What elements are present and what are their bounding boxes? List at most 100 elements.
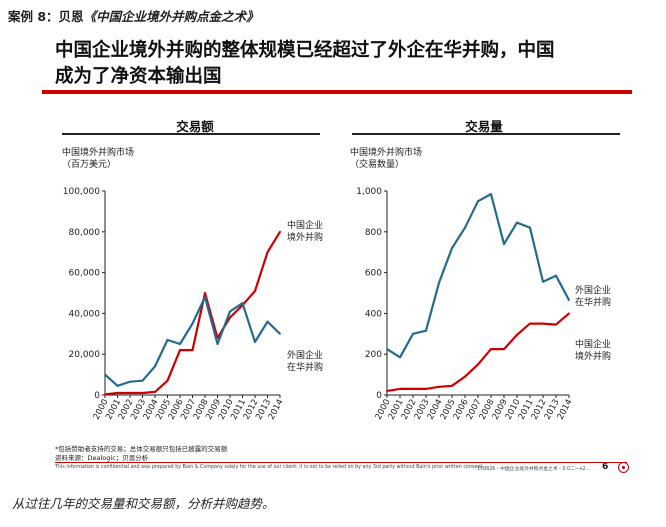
panel-rule-volume: [352, 133, 620, 135]
series-line-0: [386, 193, 570, 359]
series-1-point: [129, 380, 131, 383]
value-axis-title-line-2: （百万美元）: [62, 160, 117, 170]
series-label-line-1: 中国企业: [575, 338, 611, 350]
series-1-point: [154, 365, 156, 368]
y-tick-label: 40,000: [69, 309, 101, 319]
series-1-point: [555, 323, 557, 326]
series-0-point: [279, 230, 281, 233]
series-label-line-1: 中国企业: [287, 219, 323, 231]
series-label-line-2: 境外并购: [575, 350, 611, 362]
y-tick-label: 0: [94, 391, 100, 401]
image-caption: 从过往几年的交易量和交易额，分析并购趋势。: [12, 496, 275, 511]
series-1-point: [386, 390, 388, 392]
series-0-point: [386, 348, 388, 350]
series-1-point: [191, 322, 194, 325]
series-1-point: [399, 387, 401, 390]
series-1-point: [141, 379, 144, 382]
volume-axis-title-line-1: 中国境外并购市场: [350, 148, 423, 158]
panel-title-value: 交易额: [176, 119, 214, 134]
y-tick-label: 1,000: [356, 187, 382, 197]
confidentiality-notice: This information is confidential and was…: [55, 465, 484, 470]
series-0-point: [503, 243, 505, 245]
y-tick-label: 20,000: [69, 350, 101, 360]
y-tick-label: 800: [365, 228, 382, 238]
series-0-point: [166, 379, 169, 382]
series-1-point: [266, 320, 269, 323]
header-divider: [42, 90, 632, 94]
value-axis-title: 中国境外并购市场 （百万美元）: [62, 147, 134, 171]
y-tick-label: 200: [365, 350, 382, 360]
series-0-point: [555, 274, 557, 277]
series-line-0: [104, 231, 281, 396]
footer-divider: [55, 462, 627, 463]
y-tick-label: 60,000: [69, 269, 101, 279]
bain-logo-icon: [618, 462, 629, 473]
value-axis-title-line-1: 中国境外并购市场: [62, 148, 135, 158]
panel-rule-value: [62, 133, 320, 135]
volume-axis-title: 中国境外并购市场 （交易数量）: [350, 147, 422, 171]
series-0-point: [266, 251, 269, 254]
series-0-point: [529, 226, 531, 229]
page-number: 6: [602, 462, 609, 472]
series-0-point: [425, 329, 427, 332]
series-1-point: [204, 296, 206, 298]
slide-code: 150826 - 中国企业境外并购点金之术 - 0.0二一v2…: [477, 467, 591, 472]
series-1-point: [516, 333, 518, 336]
series-0-point: [451, 247, 453, 250]
series-1-point: [104, 373, 106, 376]
series-1-point: [254, 341, 256, 343]
series-label-line-2: 在华并购: [575, 296, 611, 308]
series-0-point: [477, 200, 479, 203]
series-0-point: [254, 290, 256, 292]
series-1-point: [438, 385, 440, 388]
series-1-point: [477, 363, 479, 366]
y-tick-label: 0: [376, 391, 382, 401]
series-0-point: [516, 221, 518, 224]
series-1-point: [166, 339, 169, 341]
series-0-point: [104, 393, 106, 396]
series-0-point: [229, 316, 231, 319]
series-0-point: [490, 193, 492, 195]
series-1-point: [451, 384, 453, 387]
series-1-point: [503, 348, 505, 350]
series-0-point: [438, 281, 440, 284]
slide-headline: 中国企业境外并购的整体规模已经超过了外企在华并购，中国 成为了净资本输出国: [55, 38, 615, 90]
chart-deal-volume: 02004006008001,0002000200120022003200420…: [356, 187, 611, 422]
series-label-line-2: 境外并购: [287, 231, 323, 243]
slide: 中国企业境外并购的整体规模已经超过了外企在华并购，中国 成为了净资本输出国 交易…: [37, 30, 640, 485]
series-label-line-1: 外国企业: [287, 349, 323, 361]
series-0-point: [412, 332, 414, 335]
series-0-point: [116, 392, 119, 394]
series-0-point: [191, 349, 194, 352]
series-label-line-2: 在华并购: [287, 361, 323, 373]
y-tick-label: 600: [365, 269, 382, 279]
volume-axis-title-line-2: （交易数量）: [350, 160, 405, 170]
headline-line-1: 中国企业境外并购的整体规模已经超过了外企在华并购，中国: [55, 40, 555, 61]
series-1-point: [216, 343, 219, 345]
y-tick-label: 400: [365, 309, 382, 319]
series-1-point: [568, 312, 570, 315]
series-line-1: [104, 295, 281, 387]
series-0-point: [568, 299, 570, 302]
series-label-line-1: 外国企业: [575, 284, 611, 296]
series-line-1: [386, 312, 570, 392]
series-0-point: [204, 292, 206, 294]
series-1-point: [412, 387, 414, 390]
case-title: 案例 8：贝恩《中国企业境外并购点金之术》: [8, 6, 259, 25]
series-0-point: [464, 226, 466, 229]
series-1-point: [464, 375, 466, 378]
footnote-scope: *包括赞助者支持的交易；总体交易额只包括已披露的交易额: [55, 445, 228, 453]
y-tick-label: 80,000: [69, 228, 101, 238]
book-title: 《中国企业境外并购点金之术》: [83, 9, 259, 24]
series-0-point: [141, 392, 144, 394]
series-0-point: [179, 349, 181, 352]
case-label: 案例 8：贝恩: [8, 9, 84, 24]
series-0-point: [542, 280, 544, 283]
y-tick-label: 100,000: [63, 187, 100, 197]
series-1-point: [490, 348, 492, 350]
panel-title-volume: 交易量: [465, 119, 503, 134]
series-1-point: [179, 343, 181, 345]
series-1-point: [279, 332, 281, 335]
footnote-source: 资料来源：Dealogic；贝恩分析: [55, 454, 149, 462]
series-1-point: [116, 384, 119, 387]
